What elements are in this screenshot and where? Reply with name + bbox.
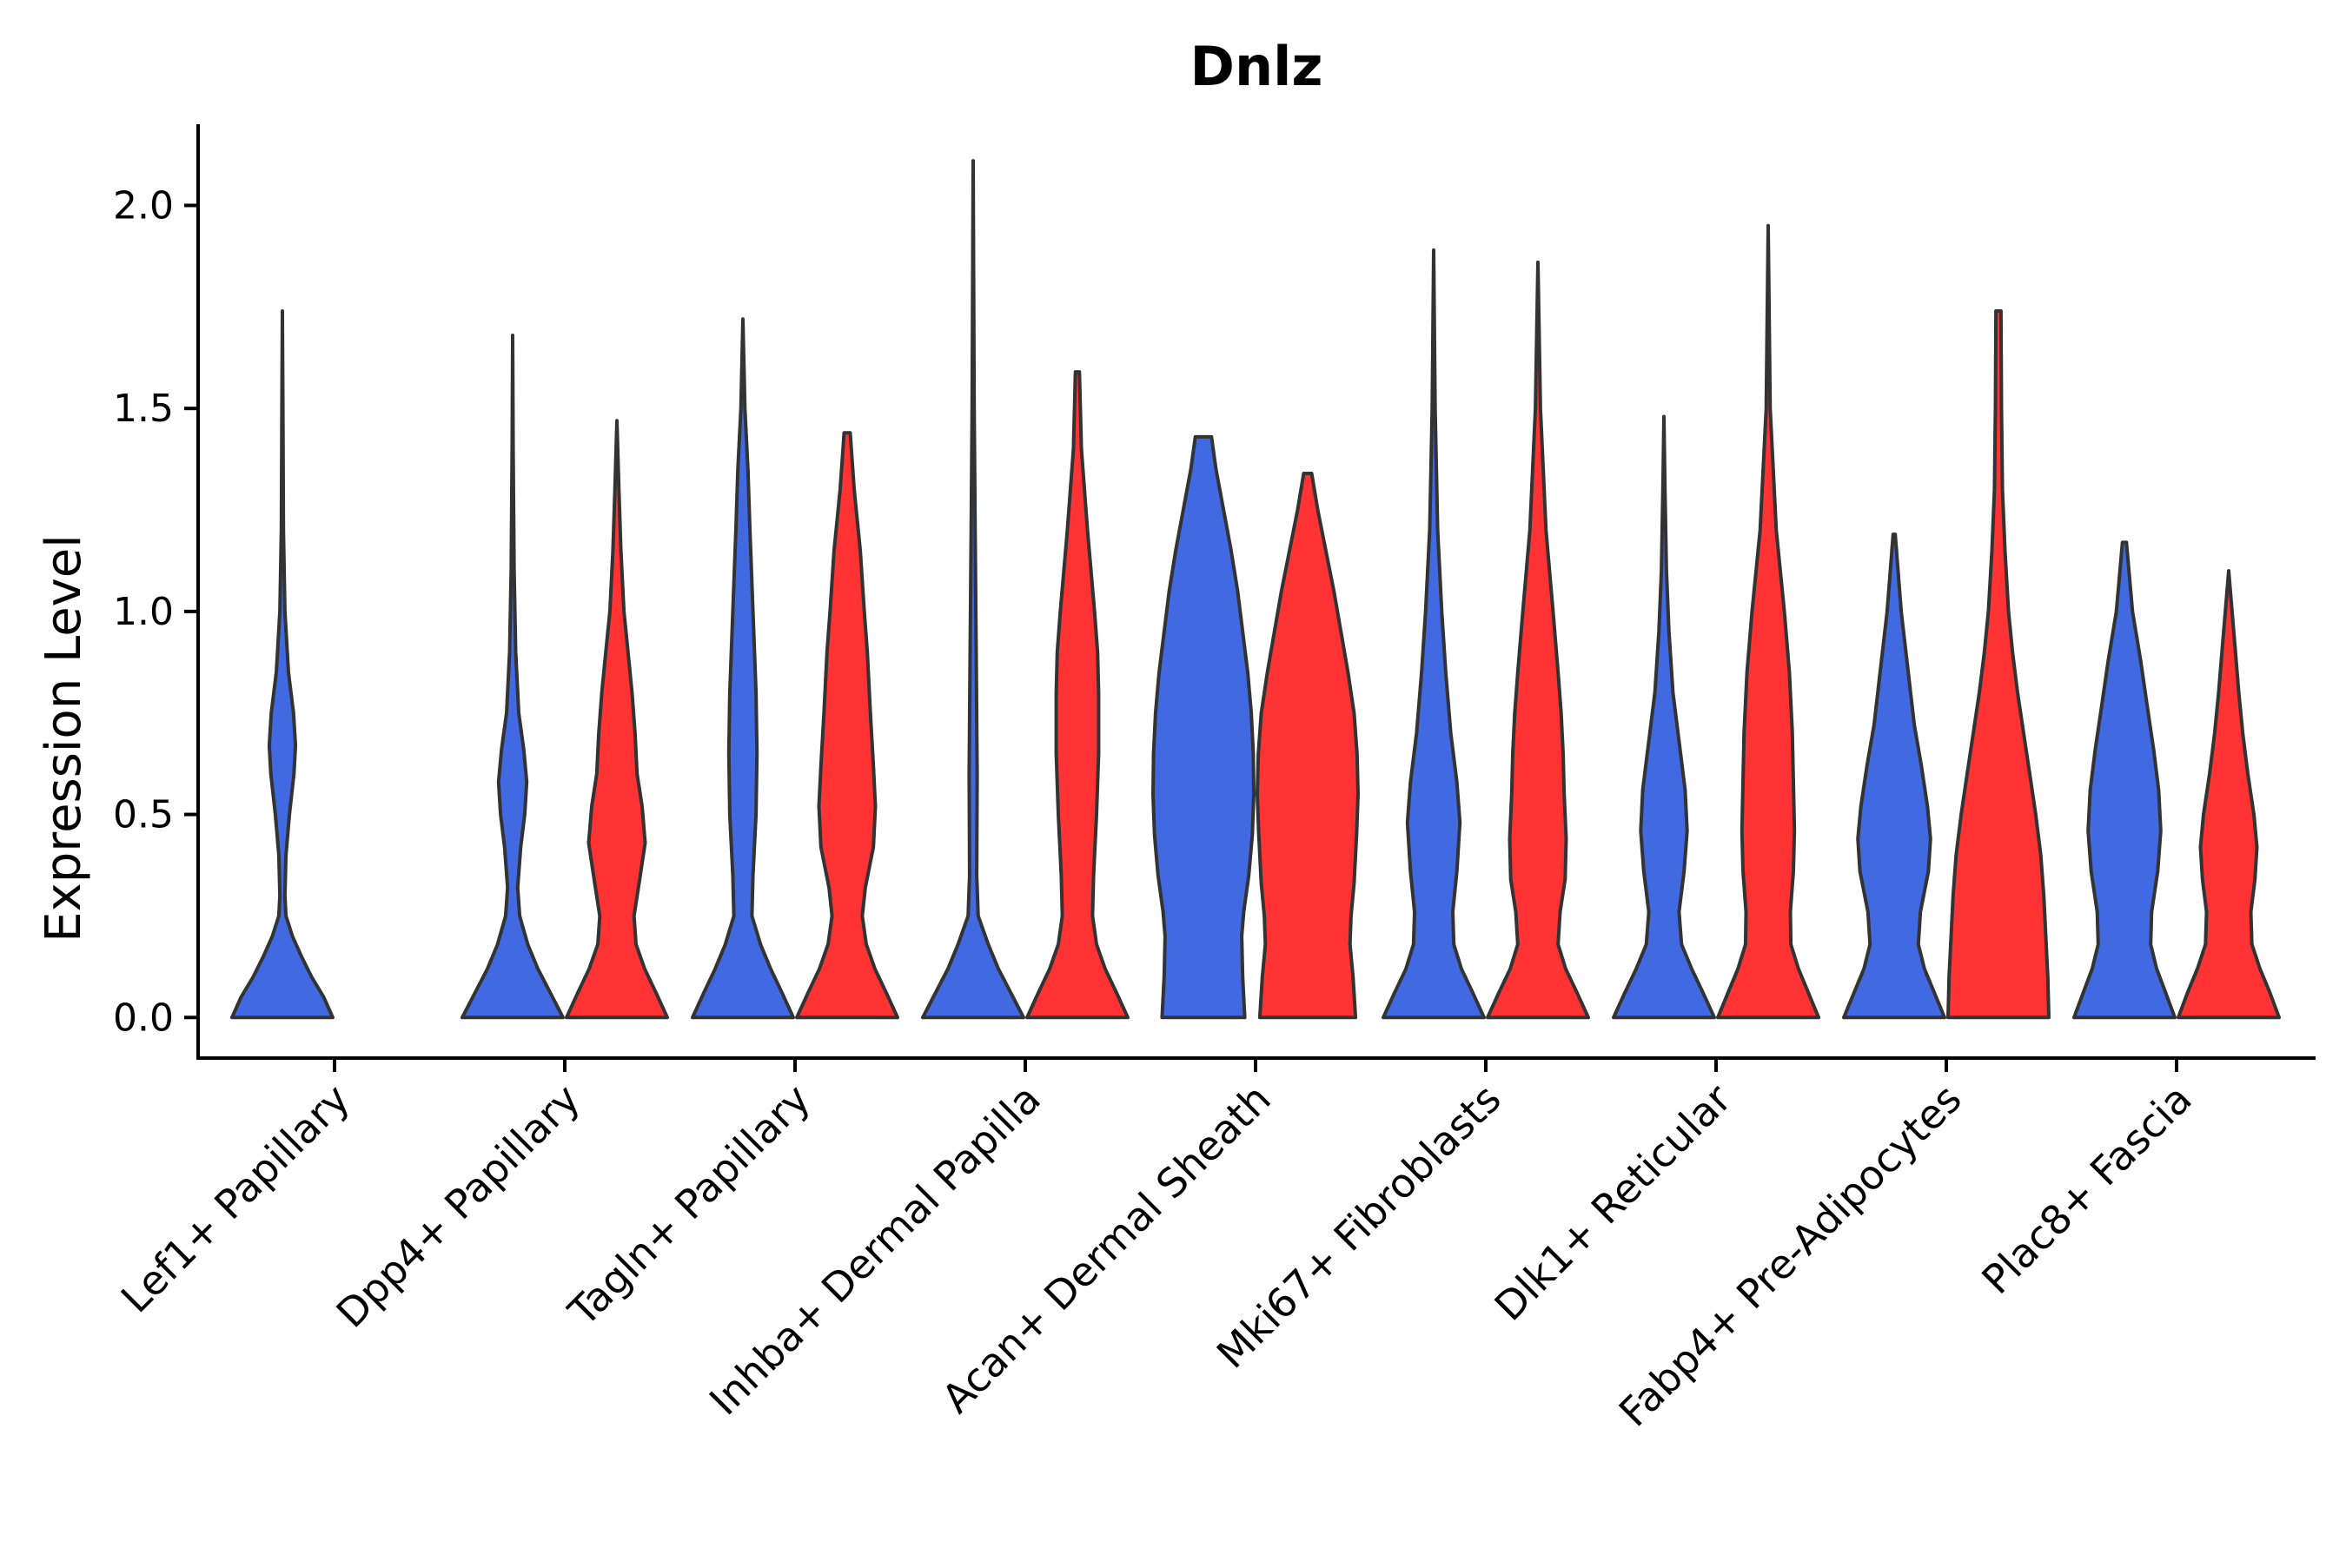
- y-tick-label: 0.0: [113, 996, 174, 1040]
- violin-group-1-cat-4: [1151, 434, 1256, 1020]
- violin-group-2-cat-4: [1256, 472, 1360, 1020]
- chart-title: Dnlz: [1190, 35, 1323, 98]
- y-tick-label: 0.5: [113, 793, 174, 837]
- x-tick-label: Dpp4+ Papillary: [328, 1075, 589, 1337]
- violin-group-1-cat-8: [2072, 540, 2177, 1020]
- x-tick-label: Dlk1+ Reticular: [1486, 1075, 1740, 1330]
- violin-group-2-cat-1: [565, 419, 669, 1020]
- violin-group-1-cat-7: [1842, 533, 1946, 1020]
- violin-group-2-cat-3: [1025, 370, 1130, 1020]
- violin-group-2-cat-7: [1946, 309, 2051, 1020]
- violin-group-2-cat-5: [1486, 260, 1590, 1020]
- violin-group-2-cat-2: [795, 431, 899, 1020]
- y-axis-label: Expression Level: [36, 534, 92, 943]
- x-tick-label: Plac8+ Fascia: [1972, 1075, 2200, 1303]
- violin-group-1-cat-5: [1382, 248, 1486, 1020]
- violin-group-1-cat-1: [461, 334, 565, 1020]
- violin-group-2-cat-6: [1716, 223, 1820, 1020]
- y-tick-label: 2.0: [113, 183, 174, 228]
- violin-group-1-cat-2: [691, 317, 795, 1020]
- violins-layer: [230, 159, 2281, 1020]
- y-ticks: 0.0 0.5 1.0 1.5 2.0: [113, 183, 198, 1040]
- violin-group-1-cat-3: [921, 159, 1025, 1020]
- y-tick-label: 1.5: [113, 387, 174, 431]
- violin-group-1-cat-6: [1612, 414, 1716, 1020]
- violin-group-1-cat-0: [230, 309, 335, 1020]
- x-tick-label: Tagln+ Papillary: [559, 1075, 819, 1336]
- y-tick-label: 1.0: [113, 590, 174, 634]
- x-tick-label: Lef1+ Papillary: [112, 1075, 359, 1322]
- violin-group-2-cat-8: [2177, 569, 2281, 1020]
